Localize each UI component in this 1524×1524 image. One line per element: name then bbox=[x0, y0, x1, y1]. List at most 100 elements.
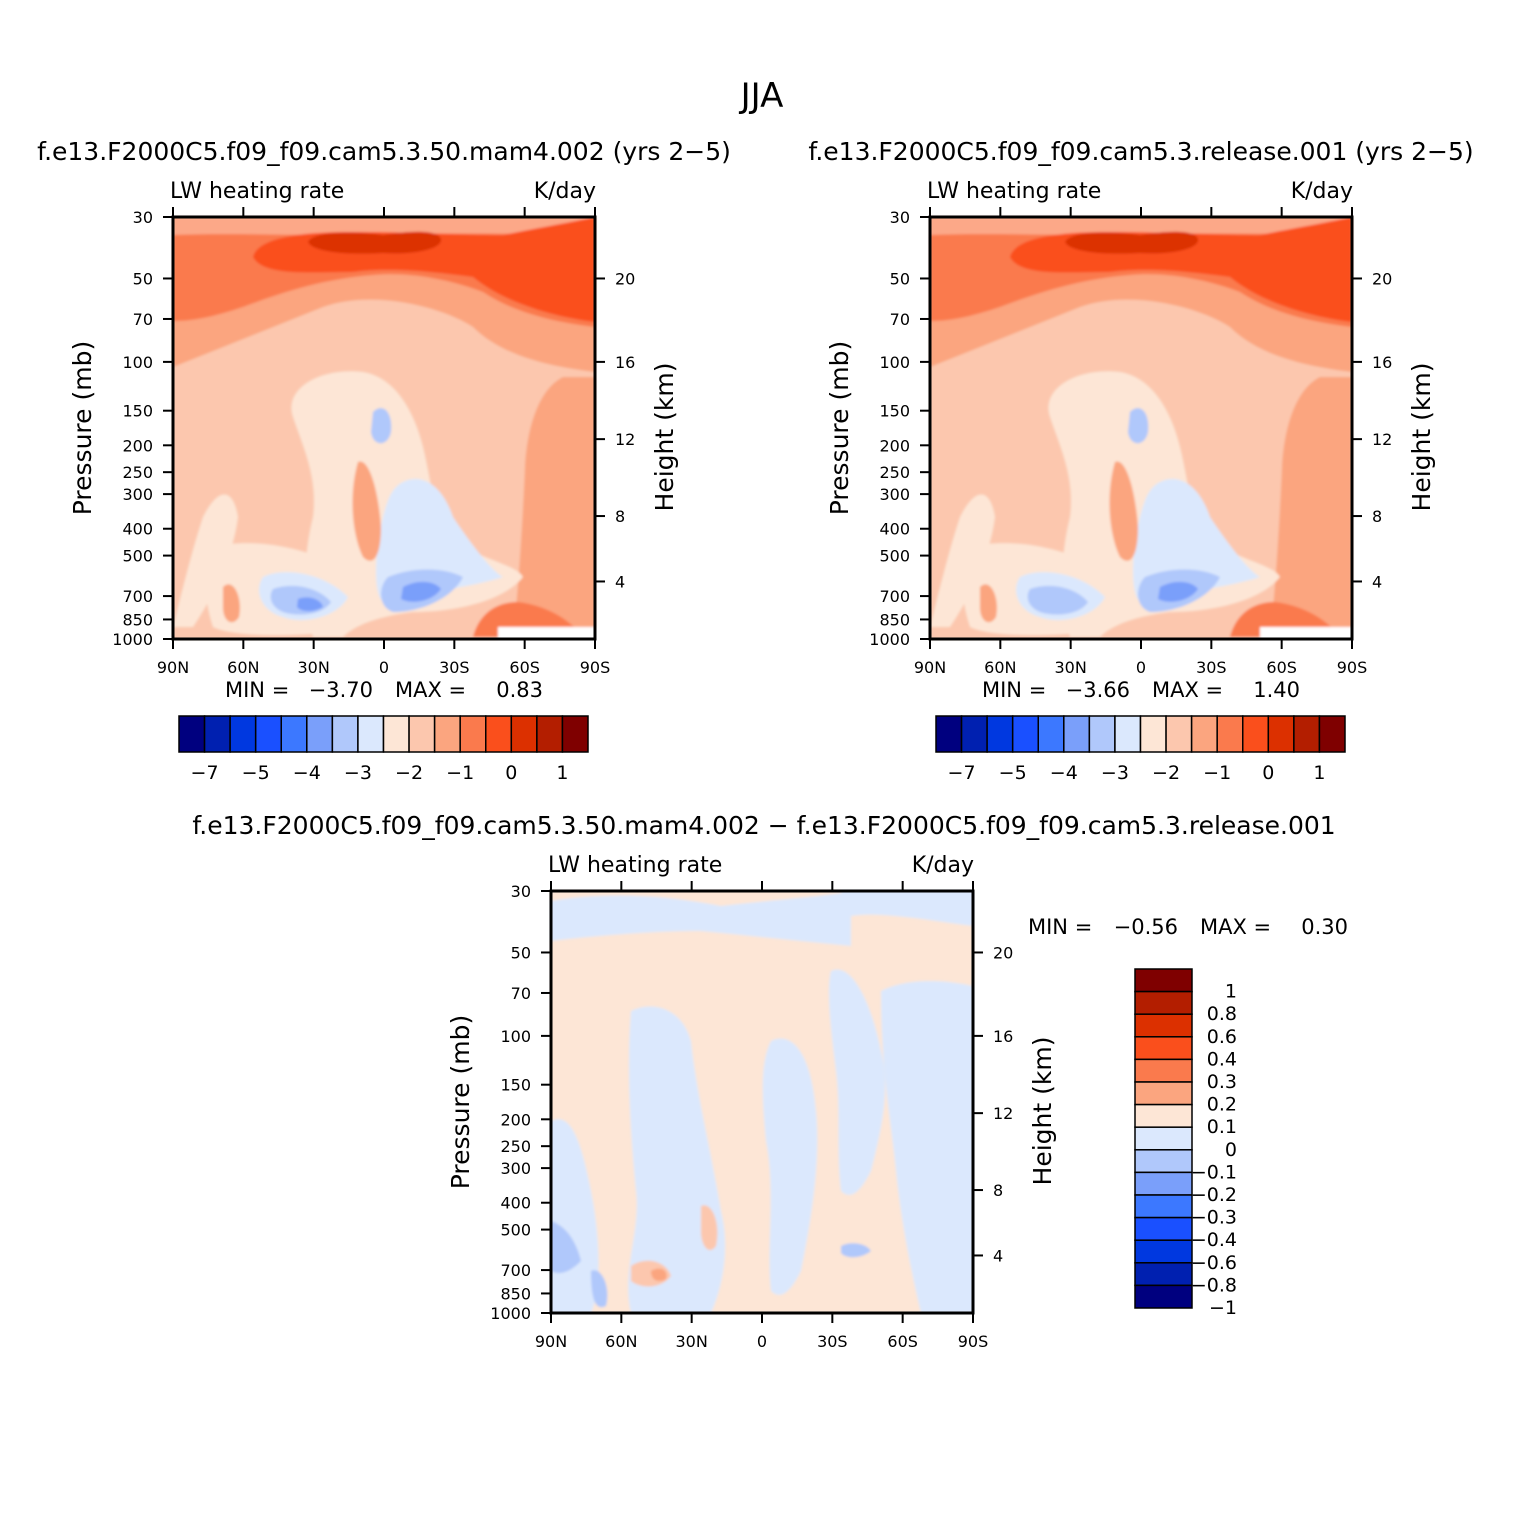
pressure-tick-label: 300 bbox=[122, 485, 153, 504]
lat-tick-label: 0 bbox=[1136, 658, 1146, 677]
colorbar-swatch bbox=[1134, 990, 1193, 1015]
colorbar-swatch bbox=[1063, 715, 1091, 753]
panel-3-min-value: −0.56 bbox=[1114, 915, 1178, 939]
y-axis-label: Pressure (mb) bbox=[825, 341, 854, 515]
panel-1-max-label: MAX = bbox=[395, 678, 466, 702]
colorbar-tick-label: −0.6 bbox=[1191, 1252, 1237, 1274]
colorbar-tick-label: −3 bbox=[344, 762, 372, 784]
colorbar-tick-label: −3 bbox=[1101, 762, 1129, 784]
pressure-tick-label: 250 bbox=[879, 463, 910, 482]
panel-2-units-label: K/day bbox=[1291, 179, 1353, 204]
colorbar-tick-label: −0.3 bbox=[1191, 1207, 1237, 1229]
panel-1-colorbar: −7 −5 −4 −3 −2 −1 0 1 bbox=[178, 715, 589, 784]
lat-tick-label: 30S bbox=[1196, 658, 1227, 677]
panel-2-colorbar: −7 −5 −4 −3 −2 −1 0 1 bbox=[935, 715, 1346, 784]
colorbar-tick-label: −2 bbox=[1152, 762, 1180, 784]
colorbar-swatch bbox=[1267, 715, 1295, 753]
pressure-tick-label: 850 bbox=[122, 610, 153, 629]
panel-2-variable-label: LW heating rate bbox=[927, 179, 1101, 204]
height-tick-label: 20 bbox=[1372, 269, 1392, 288]
lat-tick-label: 0 bbox=[379, 658, 389, 677]
panel-1-min-value: −3.70 bbox=[309, 678, 373, 702]
colorbar-swatch bbox=[1134, 1013, 1193, 1038]
pressure-tick-label: 1000 bbox=[869, 630, 910, 649]
panel-2-field bbox=[930, 217, 1352, 639]
colorbar-swatch bbox=[1293, 715, 1321, 753]
colorbar-swatch bbox=[1216, 715, 1244, 753]
height-tick-label: 12 bbox=[1372, 430, 1392, 449]
pressure-tick-label: 100 bbox=[122, 353, 153, 372]
pressure-tick-label: 250 bbox=[500, 1137, 531, 1156]
panel-3: f.e13.F2000C5.f09_f09.cam5.3.50.mam4.002… bbox=[192, 811, 1348, 1351]
figure-title: JJA bbox=[739, 76, 784, 116]
height-tick-label: 20 bbox=[615, 269, 635, 288]
pressure-tick-label: 100 bbox=[879, 353, 910, 372]
panel-3-variable-label: LW heating rate bbox=[548, 853, 722, 878]
pressure-tick-label: 200 bbox=[879, 436, 910, 455]
colorbar-tick-label: −1 bbox=[446, 762, 474, 784]
colorbar-swatch bbox=[1134, 1149, 1193, 1174]
colorbar-tick-label: −2 bbox=[395, 762, 423, 784]
panel-1-field bbox=[173, 217, 595, 639]
panel-3-min-label: MIN = bbox=[1028, 915, 1092, 939]
height-tick-label: 20 bbox=[993, 943, 1013, 962]
panel-2-title: f.e13.F2000C5.f09_f09.cam5.3.release.001… bbox=[808, 137, 1473, 166]
colorbar-swatch bbox=[254, 715, 282, 753]
colorbar-tick-label: −0.1 bbox=[1191, 1161, 1237, 1183]
pressure-tick-label: 500 bbox=[500, 1221, 531, 1240]
pressure-tick-label: 30 bbox=[133, 208, 153, 227]
panel-1: f.e13.F2000C5.f09_f09.cam5.3.50.mam4.002… bbox=[37, 137, 731, 784]
pressure-tick-label: 250 bbox=[122, 463, 153, 482]
colorbar-swatch bbox=[1134, 1284, 1193, 1309]
colorbar-swatch bbox=[1134, 1239, 1193, 1264]
colorbar-swatch bbox=[1134, 1262, 1193, 1287]
pressure-tick-label: 400 bbox=[122, 520, 153, 539]
panel-2-max-value: 1.40 bbox=[1253, 678, 1300, 702]
colorbar-tick-label: −7 bbox=[191, 762, 219, 784]
lat-tick-label: 90N bbox=[914, 658, 946, 677]
panel-3-max-label: MAX = bbox=[1200, 915, 1271, 939]
lat-tick-label: 90S bbox=[958, 1332, 989, 1351]
colorbar-tick-label: 0.8 bbox=[1207, 1003, 1237, 1025]
pressure-tick-label: 200 bbox=[500, 1110, 531, 1129]
pressure-tick-label: 700 bbox=[500, 1261, 531, 1280]
pressure-tick-label: 150 bbox=[879, 402, 910, 421]
colorbar-swatch bbox=[1242, 715, 1270, 753]
lat-tick-label: 60S bbox=[1266, 658, 1297, 677]
colorbar-swatch bbox=[203, 715, 231, 753]
pressure-tick-label: 850 bbox=[879, 610, 910, 629]
colorbar-swatch bbox=[1134, 1103, 1193, 1128]
pressure-tick-label: 50 bbox=[890, 269, 910, 288]
panel-2-min-label: MIN = bbox=[982, 678, 1046, 702]
panel-3-field bbox=[551, 891, 973, 1313]
colorbar-swatch bbox=[357, 715, 385, 753]
colorbar-tick-label: 0 bbox=[1262, 762, 1274, 784]
colorbar-swatch bbox=[536, 715, 564, 753]
colorbar-swatch bbox=[986, 715, 1014, 753]
pressure-tick-label: 70 bbox=[890, 310, 910, 329]
pressure-tick-label: 500 bbox=[122, 547, 153, 566]
lat-tick-label: 30S bbox=[439, 658, 470, 677]
colorbar-swatch bbox=[1134, 968, 1193, 993]
pressure-tick-label: 30 bbox=[890, 208, 910, 227]
colorbar-swatch bbox=[1134, 1081, 1193, 1106]
pressure-tick-label: 300 bbox=[500, 1159, 531, 1178]
colorbar-tick-label: −4 bbox=[293, 762, 321, 784]
lat-tick-label: 60N bbox=[984, 658, 1016, 677]
panel-3-max-value: 0.30 bbox=[1301, 915, 1348, 939]
colorbar-tick-label: −7 bbox=[948, 762, 976, 784]
y-axis-label: Pressure (mb) bbox=[446, 1015, 475, 1189]
colorbar-swatch bbox=[1134, 1216, 1193, 1241]
colorbar-swatch bbox=[1088, 715, 1116, 753]
y-axis-right-label: Height (km) bbox=[1028, 1037, 1057, 1186]
height-tick-label: 4 bbox=[993, 1246, 1003, 1265]
colorbar-swatch bbox=[935, 715, 963, 753]
y-axis-right-label: Height (km) bbox=[1407, 363, 1436, 512]
colorbar-tick-label: −5 bbox=[999, 762, 1027, 784]
pressure-tick-label: 70 bbox=[133, 310, 153, 329]
colorbar-swatch bbox=[306, 715, 334, 753]
colorbar-swatch bbox=[561, 715, 589, 753]
colorbar-tick-label: 0.4 bbox=[1207, 1048, 1237, 1070]
